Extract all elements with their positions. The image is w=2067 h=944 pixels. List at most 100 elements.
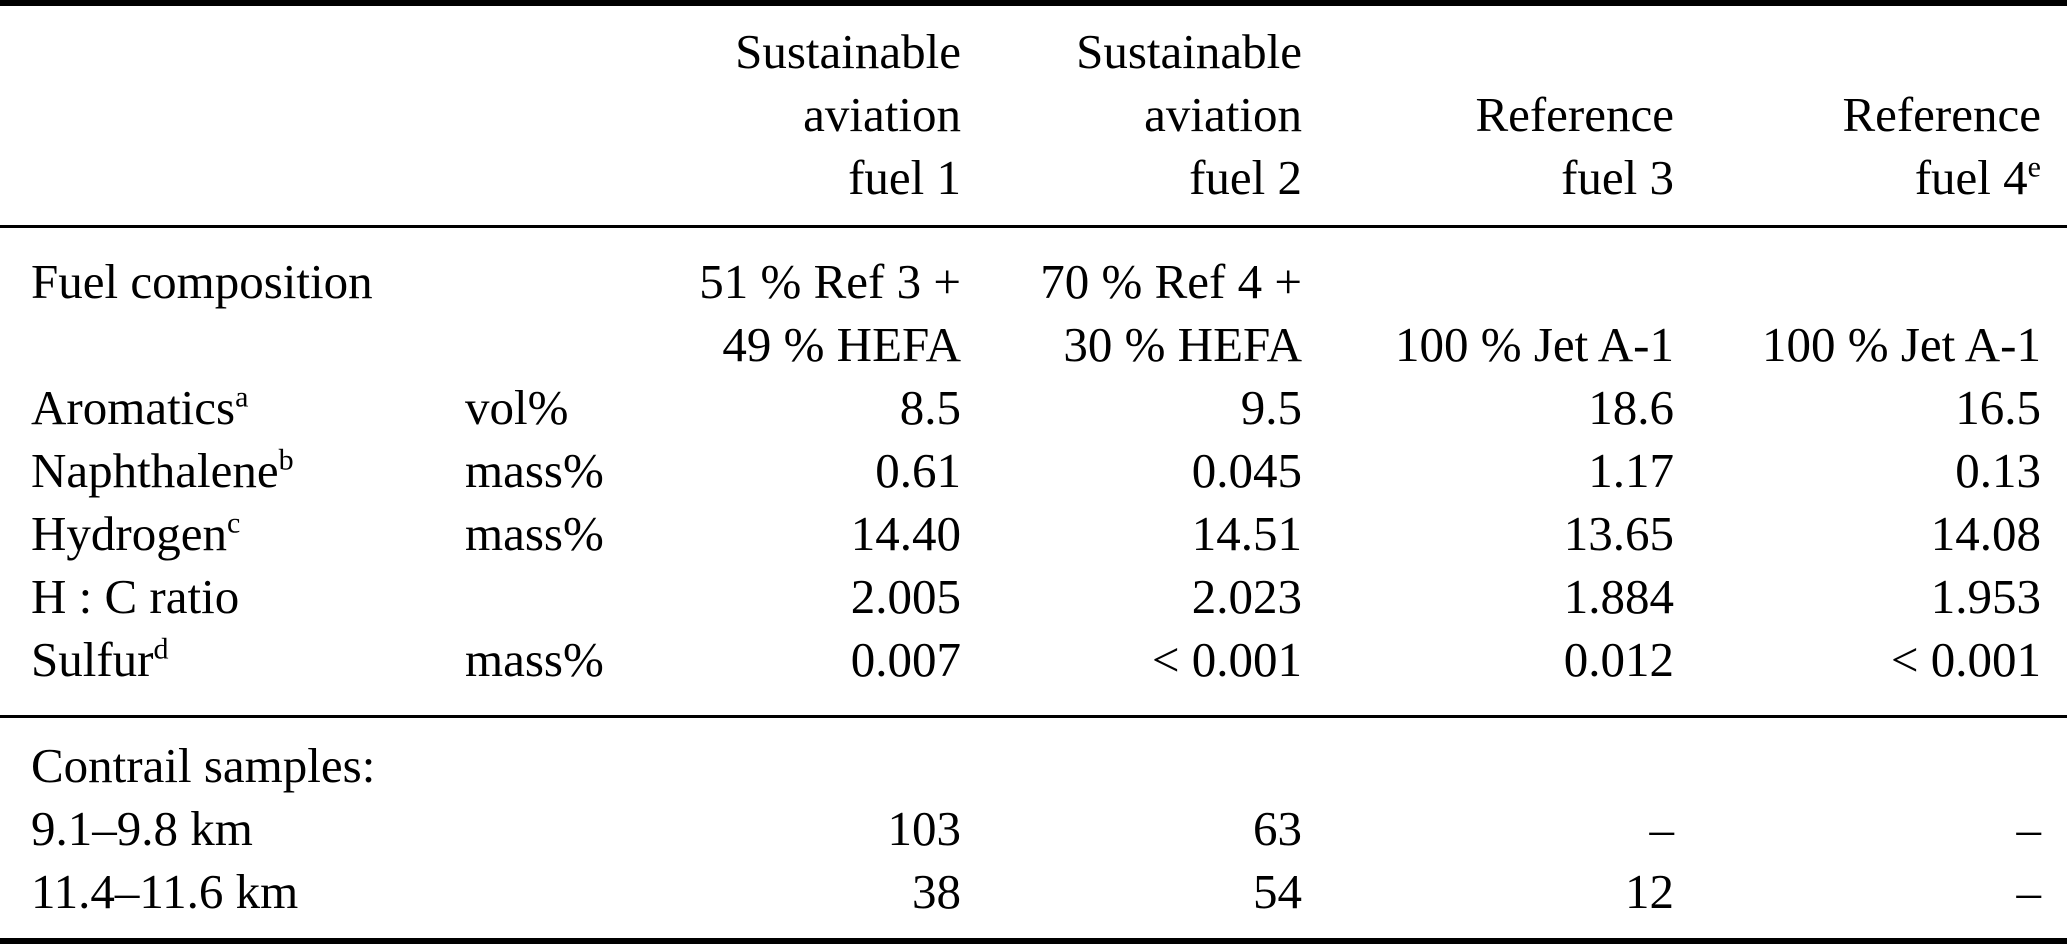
footnote-marker: c	[226, 506, 241, 540]
value-cell-saf2: 54	[1253, 864, 1302, 919]
header-line: aviation	[803, 87, 961, 142]
property-name: Sulfur	[31, 632, 154, 687]
footnote-marker: a	[235, 380, 249, 414]
unit-cell	[465, 797, 645, 860]
value-cell-ref4: 0.13	[1955, 443, 2041, 498]
value-cell-blank	[961, 717, 1302, 798]
footnote-marker: d	[153, 632, 169, 666]
header-line: fuel 1	[645, 146, 961, 209]
value-cell-ref3: 13.65	[1563, 506, 1674, 561]
footnote-marker: b	[278, 443, 294, 477]
header-col-ref4: Reference fuel 4e	[1674, 3, 2067, 227]
value-cell-saf2: 9.5	[1240, 380, 1302, 435]
unit-cell: mass%	[465, 506, 604, 561]
row-sulfur: Sulfurd mass% 0.007 < 0.001 0.012 < 0.00…	[0, 628, 2067, 717]
value-cell-saf1: 14.40	[850, 506, 961, 561]
contrail-samples-section: Contrail samples: 9.1–9.8 km 103 63 – – …	[0, 717, 2067, 942]
value-cell-ref4: 16.5	[1955, 380, 2041, 435]
row-aromatics: Aromaticsa vol% 8.5 9.5 18.6 16.5	[0, 376, 2067, 439]
header-line: fuel 4e	[1674, 146, 2041, 209]
value-cell-blank	[1674, 717, 2067, 798]
value-cell-ref4: 14.08	[1930, 506, 2041, 561]
unit-cell	[465, 860, 645, 941]
row-label: 9.1–9.8 km	[31, 801, 253, 856]
value-cell-ref4: –	[2016, 801, 2042, 856]
value-line: 100 % Jet A-1	[1395, 317, 1674, 372]
value-cell-saf1: 103	[887, 801, 962, 856]
value-cell-ref3: 1.884	[1563, 569, 1674, 624]
header-line: fuel 3	[1302, 146, 1674, 209]
value-cell-saf1: 38	[912, 864, 961, 919]
row-hydrogen: Hydrogenc mass% 14.40 14.51 13.65 14.08	[0, 502, 2067, 565]
header-property-cell-blank	[0, 3, 465, 227]
header-col-ref3: Reference fuel 3	[1302, 3, 1674, 227]
value-line: 30 % HEFA	[1063, 317, 1302, 372]
row-hc-ratio: H : C ratio 2.005 2.023 1.884 1.953	[0, 565, 2067, 628]
value-cell-saf2: 70 % Ref 4 + 30 % HEFA	[961, 227, 1302, 377]
row-label: Fuel composition	[31, 254, 373, 309]
value-cell-ref3: 18.6	[1588, 380, 1674, 435]
value-cell-saf1: 8.5	[899, 380, 961, 435]
value-cell-ref3: 12	[1625, 864, 1674, 919]
value-cell-saf2: 2.023	[1191, 569, 1302, 624]
unit-cell: mass%	[465, 632, 604, 687]
value-line	[1302, 250, 1674, 313]
section-heading: Contrail samples:	[31, 738, 376, 793]
header-unit-cell-blank	[465, 3, 645, 227]
row-naphthalene: Naphthaleneb mass% 0.61 0.045 1.17 0.13	[0, 439, 2067, 502]
header-line: Sustainable	[1076, 24, 1302, 79]
header-line: fuel 2	[961, 146, 1302, 209]
value-cell-saf2: 63	[1253, 801, 1302, 856]
value-cell-ref3: –	[1649, 801, 1675, 856]
value-cell-saf2: < 0.001	[1151, 632, 1302, 687]
value-line: 70 % Ref 4 +	[1040, 254, 1302, 309]
header-line	[1674, 20, 2041, 83]
value-cell-saf1: 0.007	[850, 632, 961, 687]
property-name: Aromatics	[31, 380, 236, 435]
unit-cell: vol%	[465, 380, 569, 435]
value-cell-blank	[645, 717, 961, 798]
value-cell-ref3: 1.17	[1588, 443, 1674, 498]
header-line: Sustainable	[735, 24, 961, 79]
row-altitude-high: 11.4–11.6 km 38 54 12 –	[0, 860, 2067, 941]
value-cell-saf2: 14.51	[1191, 506, 1302, 561]
unit-cell	[465, 227, 645, 377]
header-text: fuel 4	[1914, 150, 2028, 205]
value-cell-saf1: 51 % Ref 3 + 49 % HEFA	[645, 227, 961, 377]
property-name: Naphthalene	[31, 443, 279, 498]
value-line: 100 % Jet A-1	[1762, 317, 2041, 372]
value-cell-ref3: 0.012	[1563, 632, 1674, 687]
header-line: aviation	[1144, 87, 1302, 142]
row-altitude-low: 9.1–9.8 km 103 63 – –	[0, 797, 2067, 860]
row-contrail-heading: Contrail samples:	[0, 717, 2067, 798]
row-label: Hydrogenc	[0, 502, 465, 565]
value-cell-ref4: –	[2016, 864, 2042, 919]
row-fuel-composition: Fuel composition 51 % Ref 3 + 49 % HEFA …	[0, 227, 2067, 377]
row-label: H : C ratio	[0, 565, 465, 628]
row-label: Naphthaleneb	[0, 439, 465, 502]
row-label: 11.4–11.6 km	[31, 864, 299, 919]
row-label: Aromaticsa	[0, 376, 465, 439]
header-col-saf2: Sustainable aviation fuel 2	[961, 3, 1302, 227]
value-line: 51 % Ref 3 +	[699, 254, 961, 309]
header-row: Sustainable aviation fuel 1 Sustainable …	[0, 3, 2067, 227]
unit-cell: mass%	[465, 443, 604, 498]
value-cell-saf2: 0.045	[1191, 443, 1302, 498]
header-line	[1302, 20, 1674, 83]
value-line	[1674, 250, 2041, 313]
row-label: Sulfurd	[0, 628, 465, 717]
value-line: 49 % HEFA	[722, 317, 961, 372]
header-col-saf1: Sustainable aviation fuel 1	[645, 3, 961, 227]
header-text: fuel 2	[1189, 150, 1302, 205]
value-cell-ref4: 100 % Jet A-1	[1674, 227, 2067, 377]
value-cell-saf1: 0.61	[875, 443, 961, 498]
header-line: Reference	[1842, 87, 2041, 142]
header-text: fuel 1	[848, 150, 961, 205]
value-cell-ref3: 100 % Jet A-1	[1302, 227, 1674, 377]
property-name: Hydrogen	[31, 506, 227, 561]
header-text: fuel 3	[1561, 150, 1674, 205]
footnote-marker: e	[2027, 150, 2041, 184]
value-cell-ref4: 1.953	[1930, 569, 2041, 624]
